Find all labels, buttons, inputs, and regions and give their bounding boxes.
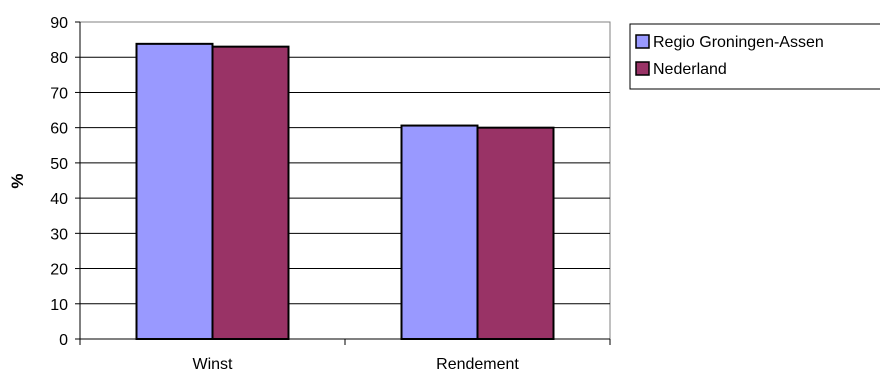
x-tick-label: Rendement [436,356,519,373]
y-tick-label: 80 [50,50,68,67]
legend-swatch [635,34,650,49]
y-tick-label: 50 [50,156,68,173]
legend-box [629,23,880,90]
bar [400,124,479,341]
bar [211,45,290,341]
y-tick-label: 90 [50,15,68,32]
x-axis-ticks: Winst Rendement [79,339,611,373]
y-axis-ticks: 0 10 20 30 40 50 60 70 80 90 [50,15,80,349]
y-axis-title: % [8,173,27,188]
legend-label: Nederland [653,61,727,78]
y-tick-label: 10 [50,297,68,314]
y-tick-label: 60 [50,121,68,138]
legend: Regio Groningen-Assen Nederland [629,23,880,90]
y-tick-label: 20 [50,262,68,279]
bar [135,42,214,341]
bars [135,42,555,341]
y-tick-label: 40 [50,191,68,208]
legend-label: Regio Groningen-Assen [653,34,824,51]
y-tick-label: 0 [59,332,68,349]
legend-swatch [635,61,650,76]
bar [476,126,555,340]
y-tick-label: 30 [50,226,68,243]
y-tick-label: 70 [50,85,68,102]
x-tick-label: Winst [193,356,234,373]
